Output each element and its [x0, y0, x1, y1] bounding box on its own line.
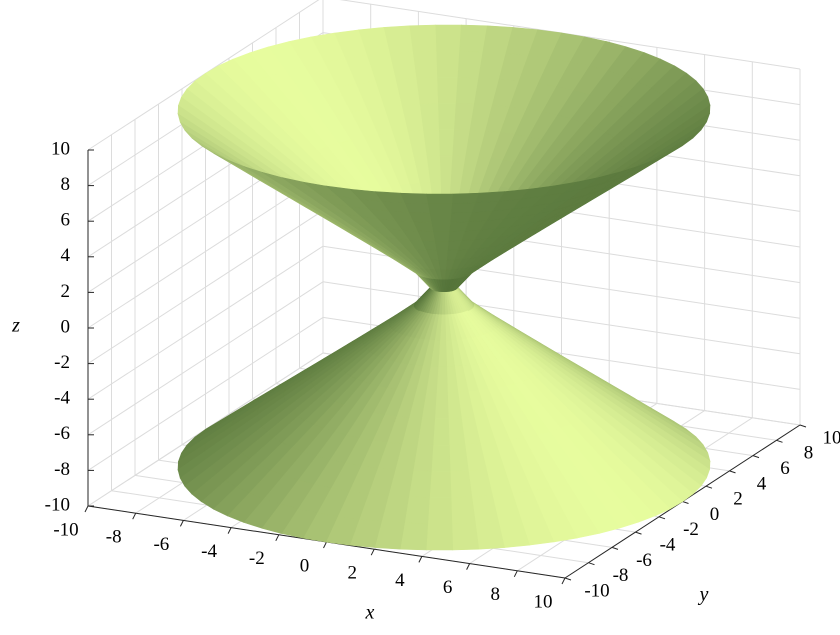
- tick-mark: [612, 547, 618, 549]
- surface-facet: [430, 471, 451, 497]
- z-tick-label: 10: [51, 138, 70, 159]
- y-tick-label: 4: [757, 473, 767, 494]
- y-tick-label: -10: [584, 580, 609, 601]
- y-tick-label: 2: [733, 489, 743, 510]
- surface-facet: [451, 497, 475, 524]
- x-tick-label: -6: [153, 534, 169, 555]
- surface-facet: [405, 203, 430, 213]
- x-axis-label: x: [365, 602, 375, 624]
- tick-mark: [276, 535, 279, 541]
- tick-mark: [777, 440, 783, 442]
- surface-facet: [427, 194, 453, 203]
- z-tick-label: 6: [61, 210, 71, 231]
- tick-mark: [324, 542, 327, 548]
- tick-mark: [659, 517, 665, 519]
- tick-mark: [133, 513, 136, 519]
- tick-mark: [514, 571, 517, 577]
- z-tick-label: 4: [61, 245, 71, 266]
- z-tick-label: 8: [61, 174, 71, 195]
- tick-mark: [85, 506, 88, 512]
- surface-facet: [428, 203, 452, 212]
- x-tick-label: 10: [534, 591, 553, 612]
- tick-mark: [706, 486, 712, 488]
- surface-facet: [438, 104, 456, 130]
- x-tick-label: -8: [106, 527, 122, 548]
- x-tick-label: 6: [443, 577, 453, 598]
- surface-facet: [451, 203, 475, 213]
- surface-facet: [435, 393, 448, 419]
- tick-mark: [730, 471, 736, 473]
- tick-mark: [636, 532, 642, 534]
- surface-facet: [439, 260, 447, 270]
- x-tick-label: -10: [53, 519, 78, 540]
- surface-facet: [401, 523, 429, 550]
- y-tick-label: 8: [804, 443, 814, 464]
- tick-mark: [562, 578, 565, 584]
- x-tick-label: 2: [347, 563, 357, 584]
- surface-facet: [436, 51, 460, 77]
- z-tick-label: 2: [61, 281, 71, 302]
- tick-mark: [467, 564, 470, 570]
- surface-facet: [428, 498, 452, 524]
- surface-facet: [460, 25, 488, 52]
- y-axis-label: y: [698, 584, 709, 606]
- y-tick-label: -2: [683, 519, 699, 540]
- tick-mark: [180, 520, 183, 526]
- tick-mark: [565, 578, 571, 580]
- surface-facet: [427, 524, 453, 550]
- surface-facet: [401, 193, 429, 203]
- tick-mark: [419, 556, 422, 562]
- surface-facet: [409, 25, 436, 52]
- tick-mark: [800, 425, 806, 427]
- surface-facet: [435, 241, 448, 250]
- surface-facet: [430, 213, 451, 222]
- tick-mark: [228, 528, 231, 534]
- z-axis-label: z: [11, 315, 20, 337]
- x-tick-label: -4: [201, 541, 217, 562]
- y-tick-label: 6: [780, 458, 790, 479]
- z-tick-label: -4: [54, 388, 70, 409]
- tick-mark: [589, 563, 595, 565]
- surface-facet: [437, 77, 458, 103]
- surface-facet: [432, 445, 450, 471]
- surface-facet: [434, 419, 450, 445]
- surface-facet: [452, 193, 479, 203]
- surface-facet: [439, 341, 447, 367]
- z-tick-label: -2: [54, 352, 70, 373]
- y-tick-label: 10: [823, 427, 840, 448]
- surface-facet: [434, 232, 450, 241]
- surface-facet: [435, 25, 461, 51]
- surface-facet: [437, 250, 448, 259]
- surface-facet: [437, 367, 448, 393]
- surface-facet: [452, 523, 479, 550]
- surface-facet: [450, 471, 472, 498]
- x-tick-label: 0: [300, 555, 310, 576]
- y-tick-label: -6: [636, 550, 652, 571]
- surface-facet: [413, 51, 437, 78]
- x-tick-label: 4: [395, 570, 405, 591]
- z-tick-label: 0: [61, 316, 71, 337]
- z-tick-label: -6: [54, 423, 70, 444]
- surface-facet: [449, 222, 468, 232]
- tick-mark: [753, 456, 759, 458]
- surface-facet: [450, 212, 472, 222]
- x-tick-label: -2: [249, 548, 265, 569]
- z-tick-label: -10: [45, 494, 70, 515]
- surface-facet: [449, 445, 468, 472]
- surface-facet: [439, 130, 455, 156]
- surface-facet: [440, 156, 453, 182]
- tick-mark: [683, 502, 689, 504]
- surface-facet: [405, 497, 430, 524]
- x-tick-label: 8: [491, 584, 501, 605]
- tick-mark: [371, 549, 374, 555]
- surface-facet: [432, 222, 450, 231]
- y-tick-label: 0: [710, 504, 720, 525]
- y-tick-label: -4: [660, 534, 676, 555]
- z-tick-label: -8: [54, 459, 70, 480]
- y-tick-label: -8: [613, 565, 629, 586]
